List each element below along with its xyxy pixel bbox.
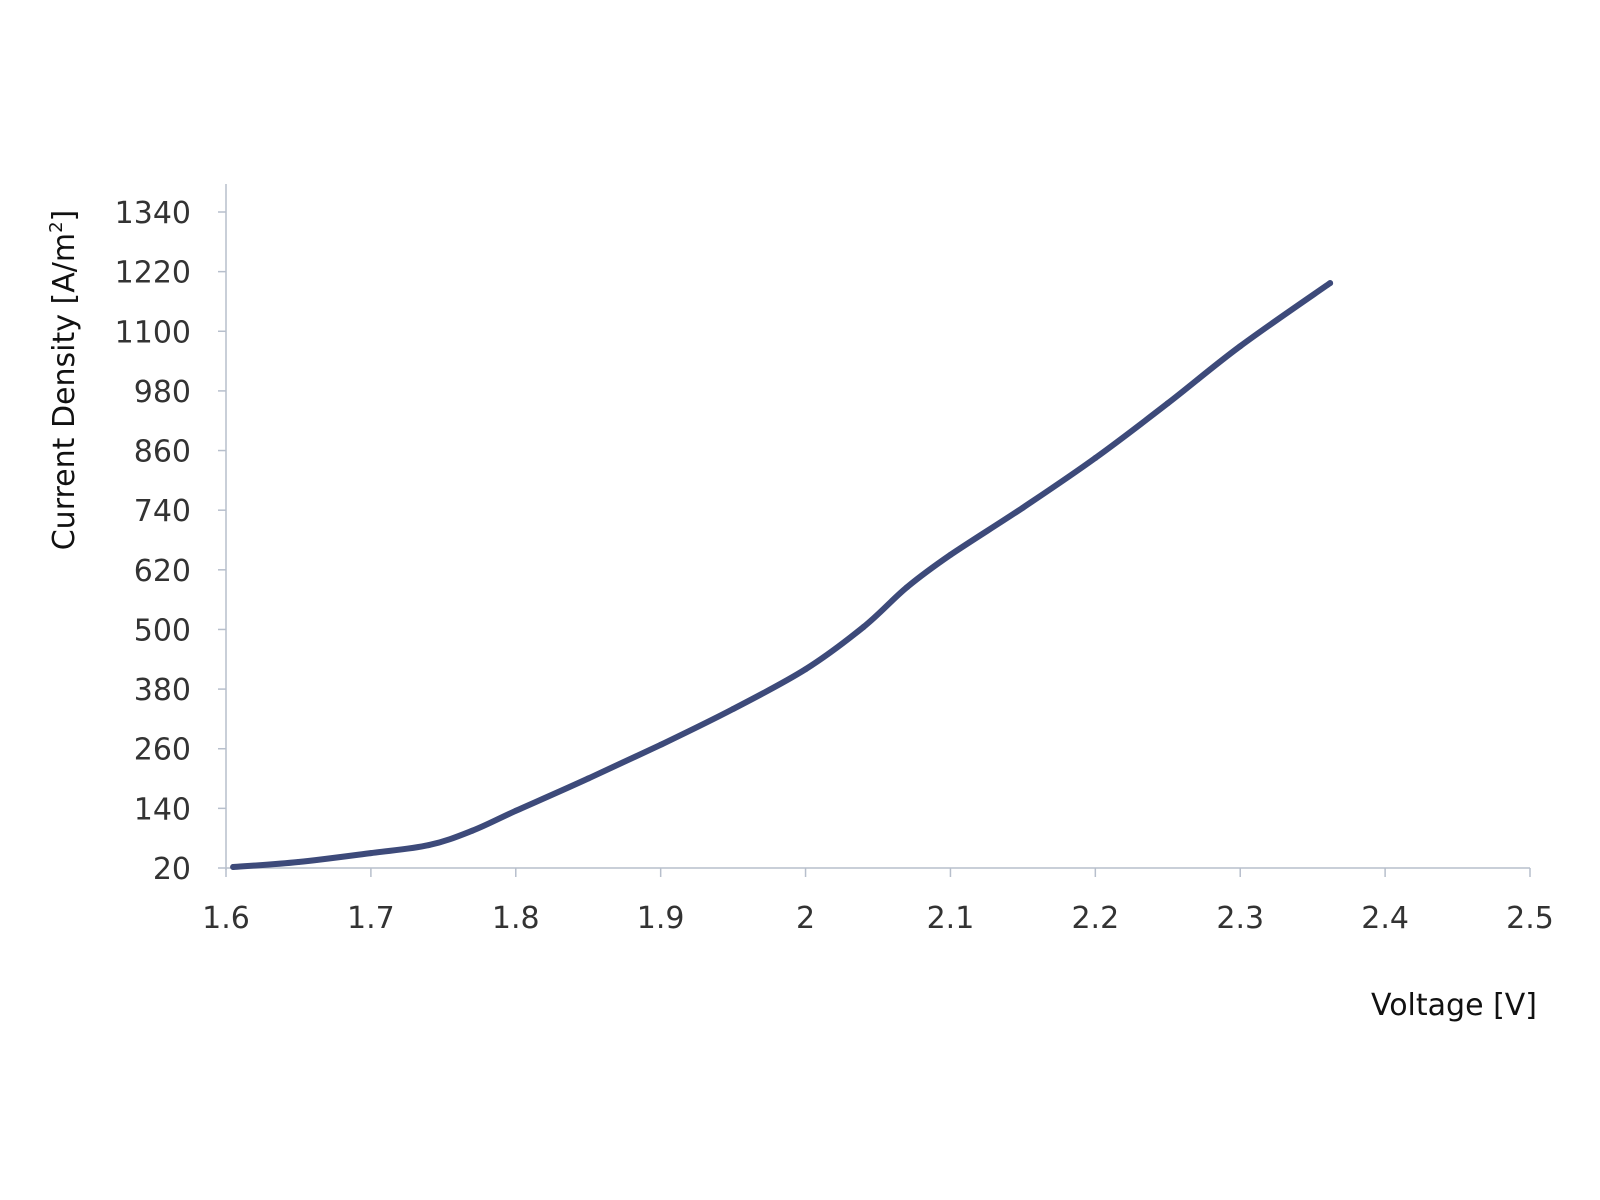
y-tick-label: 20 — [153, 852, 191, 887]
data-point — [512, 807, 519, 814]
data-point — [802, 666, 809, 673]
x-tick-label: 2.2 — [1071, 901, 1119, 936]
data-point — [469, 827, 476, 834]
data-point — [1164, 400, 1171, 407]
data-point — [860, 624, 867, 630]
x-axis: 1.6 1.7 1.8 1.9 2 2.1 2.2 2.3 2.4 2.5 — [202, 867, 1554, 936]
x-tick-label: 2.3 — [1216, 901, 1264, 936]
x-tick-label: 1.8 — [492, 901, 540, 936]
data-point — [230, 864, 237, 870]
data-point — [1237, 343, 1244, 350]
y-tick-label: 860 — [134, 435, 191, 470]
y-axis-title-suffix: ] — [47, 210, 82, 222]
y-tick-label: 620 — [134, 554, 191, 589]
series-group — [230, 280, 1334, 870]
y-axis: 20 140 260 380 500 620 740 860 980 1100 1220 1340 — [115, 184, 227, 887]
y-tick-label: 980 — [134, 375, 191, 410]
y-tick-label: 740 — [134, 494, 191, 529]
data-point — [1092, 455, 1099, 461]
x-tick-label: 2 — [796, 901, 815, 936]
y-axis-title: Current Density [A/m2] — [46, 210, 82, 551]
data-point — [1019, 504, 1026, 511]
data-point — [425, 842, 432, 849]
x-tick-label: 1.7 — [347, 901, 395, 936]
x-tick-label: 2.4 — [1361, 901, 1409, 936]
data-point — [657, 741, 664, 748]
data-point — [295, 859, 302, 865]
x-tick-label: 2.5 — [1506, 901, 1554, 936]
data-point — [585, 775, 592, 782]
y-tick-label: 260 — [134, 733, 191, 768]
data-point — [1327, 280, 1334, 287]
data-point — [904, 584, 910, 591]
x-axis-title: Voltage [V] — [1371, 988, 1537, 1023]
y-axis-title-superscript: 2 — [46, 221, 67, 232]
y-axis-title-text: Current Density [A/m — [47, 233, 82, 550]
y-tick-label: 1220 — [115, 256, 191, 291]
x-tick-label: 1.6 — [202, 901, 250, 936]
y-tick-label: 140 — [134, 792, 191, 827]
y-tick-label: 1340 — [115, 196, 191, 231]
x-tick-label: 1.9 — [637, 901, 685, 936]
data-point — [367, 850, 374, 857]
series-line — [230, 280, 1334, 870]
data-point — [947, 551, 954, 558]
data-point — [730, 706, 737, 712]
y-tick-label: 380 — [134, 673, 191, 708]
y-tick-label: 500 — [134, 613, 191, 648]
y-tick-label: 1100 — [115, 315, 191, 350]
x-tick-label: 2.1 — [927, 901, 975, 936]
